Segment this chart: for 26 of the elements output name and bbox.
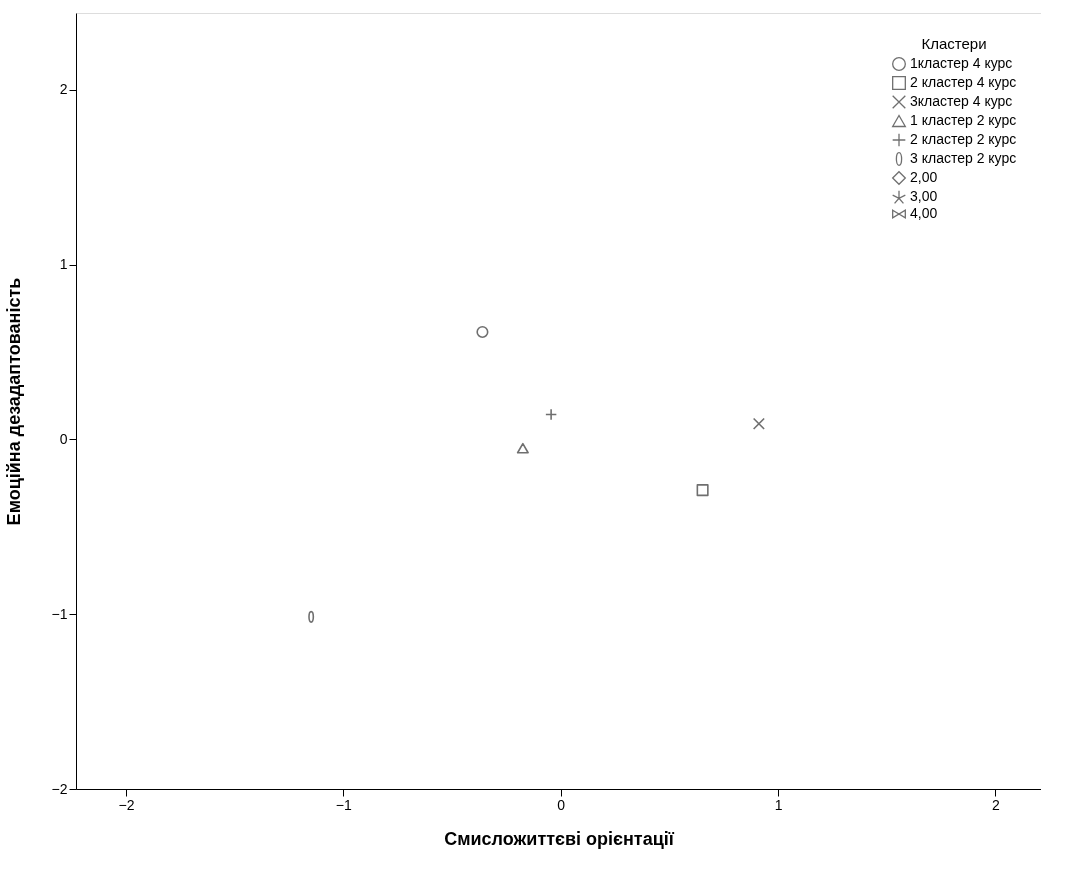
x-tick-label: 2 [991,796,1000,813]
legend-title: Кластери [921,35,987,52]
point [696,484,709,497]
legend-label: 2,00 [910,169,938,185]
legend-label: 3,00 [910,188,938,204]
x-tick-label: −1 [335,796,353,813]
y-tick-label: −1 [51,605,68,622]
legend-label: 1 кластер 2 курс [910,112,1017,128]
y-tick-label: 1 [59,256,68,273]
legend-label: 1кластер 4 курс [910,55,1013,71]
y-tick-label: 0 [59,430,68,447]
legend-label: 3кластер 4 курс [910,93,1013,109]
x-tick-label: −2 [118,796,135,813]
legend-label: 2 кластер 4 курс [910,74,1017,90]
y-tick-label: 2 [59,81,68,98]
x-tick-label: 0 [557,796,566,813]
legend-label: 2 кластер 2 курс [910,131,1017,147]
point [516,442,529,454]
legend-label: 4,00 [910,205,938,221]
x-tick-label: 1 [774,796,783,813]
y-tick-label: −2 [51,780,68,797]
point [476,325,489,338]
y-axis-title: Емоційна дезадаптованість [3,277,24,526]
point [752,417,765,430]
x-axis-title: Смисложиттєві орієнтації [444,828,675,849]
legend-label: 3 кластер 2 курс [910,150,1017,166]
